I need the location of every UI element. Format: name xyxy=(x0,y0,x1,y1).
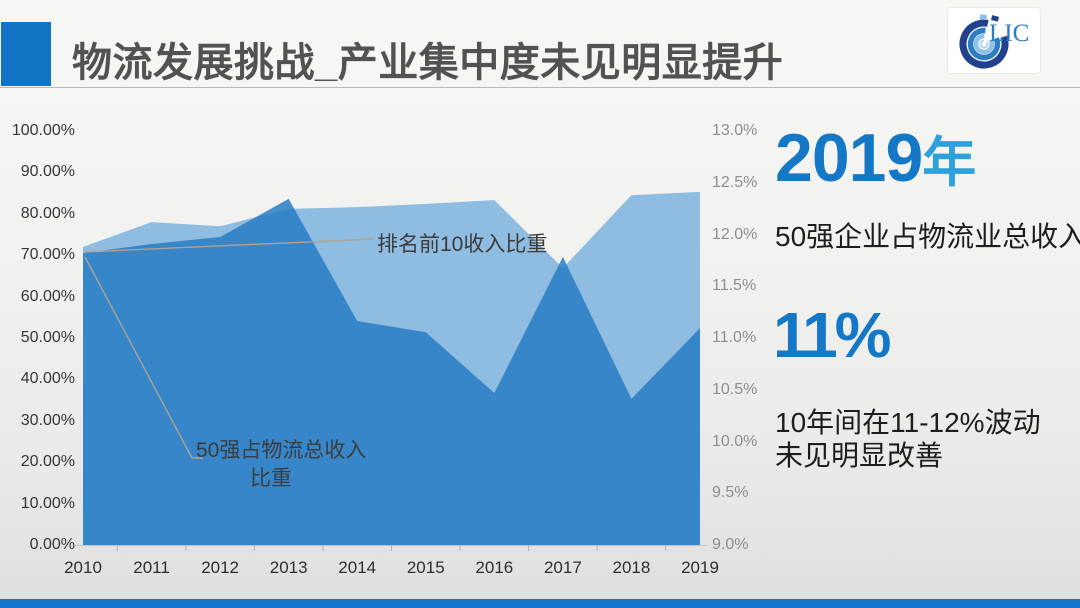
axis-tick-label: 2017 xyxy=(543,558,582,577)
panel-line1: 50强企业占物流业总收入 xyxy=(775,221,1080,252)
axis-tick-label: 90.00% xyxy=(20,163,75,181)
headline-percent: 11% xyxy=(773,299,892,371)
series-area-top50 xyxy=(83,198,701,545)
axis-tick-label: 20.00% xyxy=(20,453,75,471)
logo-text: LIC xyxy=(989,20,1029,47)
logo-arcs-icon: LIC xyxy=(959,14,1029,69)
headline-year: 2019年 xyxy=(775,118,976,197)
headline-year-number: 2019 xyxy=(775,120,923,196)
axis-tick-label: 9.0% xyxy=(712,536,749,553)
axis-tick-label: 2016 xyxy=(475,558,514,577)
axis-tick-label: 2018 xyxy=(612,558,651,577)
axis-tick-label: 2012 xyxy=(201,558,240,577)
axis-tick-label: 2011 xyxy=(133,558,170,577)
axis-tick-label: 0.00% xyxy=(29,536,75,553)
axis-tick-label: 2013 xyxy=(269,558,308,577)
axis-tick-label: 40.00% xyxy=(20,370,75,388)
axis-tick-label: 70.00% xyxy=(20,246,75,264)
axis-tick-label: 2015 xyxy=(406,558,445,577)
axis-tick-label: 11.0% xyxy=(712,329,757,346)
axis-tick-label: 10.00% xyxy=(20,494,75,512)
axis-tick-label: 11.5% xyxy=(712,277,757,295)
panel-line2: 10年间在11-12%波动 未见明显改善 xyxy=(775,407,1041,471)
axis-tick-label: 12.0% xyxy=(712,225,758,243)
company-logo: LIC xyxy=(948,8,1040,73)
footer-accent-bar xyxy=(0,599,1080,608)
axis-tick-label: 12.5% xyxy=(712,173,758,191)
axis-tick-label: 30.00% xyxy=(20,411,75,429)
axis-tick-label: 2019 xyxy=(681,558,719,577)
title-accent-square xyxy=(1,22,51,86)
axis-tick-label: 9.5% xyxy=(712,484,749,502)
axis-tick-label: 60.00% xyxy=(20,287,75,305)
header-divider xyxy=(0,87,1080,88)
page-title: 物流发展挑战_产业集中度未见明显提升 xyxy=(72,41,784,85)
axis-tick-label: 13.0% xyxy=(712,122,758,139)
series-label-top10: 排名前10收入比重 xyxy=(377,233,548,256)
axis-tick-label: 2014 xyxy=(338,558,377,577)
axis-tick-label: 80.00% xyxy=(20,204,75,222)
axis-tick-label: 100.00% xyxy=(11,122,75,139)
axis-tick-label: 50.00% xyxy=(20,329,75,346)
axis-tick-label: 10.0% xyxy=(712,432,758,450)
axis-tick-label: 10.5% xyxy=(712,380,758,398)
axis-tick-label: 2010 xyxy=(64,558,102,577)
headline-year-suffix: 年 xyxy=(922,133,977,193)
series-label-top50: 50强占物流总收入 比重 xyxy=(196,439,367,490)
